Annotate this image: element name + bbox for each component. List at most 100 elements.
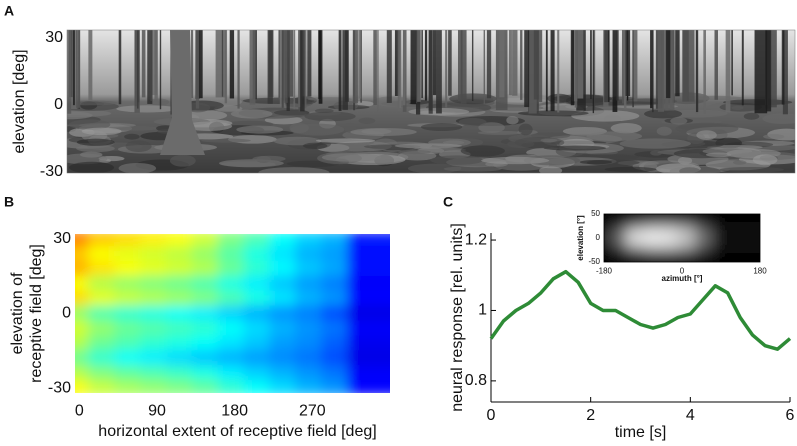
heat-cell <box>712 251 760 262</box>
heat-cell <box>191 365 219 382</box>
y-tick-label: 1 <box>478 302 487 319</box>
heat-cell <box>88 290 116 307</box>
ground-patch <box>731 105 744 110</box>
heat-cell <box>114 245 141 262</box>
tree-trunk <box>533 30 539 100</box>
heat-cell <box>660 232 679 244</box>
ground-patch <box>321 153 382 162</box>
tree-trunk <box>424 30 428 101</box>
heat-cell <box>712 214 760 225</box>
heat-cell <box>139 350 167 367</box>
heat-cell <box>695 223 714 234</box>
x-axis-label: horizontal extent of receptive field [de… <box>98 423 376 440</box>
ground-patch <box>358 117 376 125</box>
heat-cell <box>695 251 714 262</box>
tree-trunk <box>486 30 492 99</box>
heat-cell <box>269 380 297 393</box>
tree-trunk <box>237 30 240 109</box>
ground-patch <box>315 138 376 143</box>
x-tick-label: 4 <box>686 407 695 424</box>
tree-trunk <box>267 30 273 104</box>
tree-trunk <box>570 30 575 106</box>
heat-cell <box>269 350 297 367</box>
tree-trunk <box>160 30 205 155</box>
tree-trunk <box>592 30 595 114</box>
y-axis-label: receptive field [deg] <box>28 244 45 383</box>
heat-cell <box>321 335 349 352</box>
ground-patch <box>258 167 330 173</box>
y-tick-label: 50 <box>591 209 600 218</box>
ground-patch <box>763 134 785 140</box>
heat-cell <box>295 350 323 367</box>
ground-patch <box>443 166 502 172</box>
x-tick-label: 180 <box>221 403 248 420</box>
ground-patch <box>69 161 115 173</box>
ground-patch <box>762 113 795 125</box>
tree-trunk <box>284 30 288 103</box>
heat-cell <box>165 305 193 322</box>
heat-cell <box>608 242 627 253</box>
heat-cell <box>243 245 271 262</box>
tree-trunk <box>703 30 706 114</box>
tree-trunk <box>215 30 226 98</box>
heat-cell <box>88 365 116 382</box>
heat-cell <box>88 380 116 393</box>
ground-patch <box>460 145 505 157</box>
heat-cell <box>88 305 116 322</box>
tree-trunk <box>190 30 194 99</box>
y-tick-label: 0 <box>54 96 63 113</box>
heat-cell <box>114 365 141 382</box>
heat-cell <box>604 242 610 253</box>
ground-patch <box>125 140 152 152</box>
heat-cell <box>269 365 297 382</box>
heat-cell <box>660 223 679 234</box>
tree-trunk <box>524 30 530 107</box>
heat-cell <box>139 245 167 262</box>
heat-cell <box>75 275 90 292</box>
tree-trunk <box>448 30 452 96</box>
heat-cell <box>643 232 662 244</box>
heat-cell <box>269 260 297 277</box>
tree-trunk <box>386 30 392 103</box>
tree-trunk <box>625 30 631 97</box>
heat-cell <box>88 260 116 277</box>
heat-cell <box>88 320 116 337</box>
heat-cell <box>604 251 610 262</box>
heat-cell <box>626 223 645 234</box>
tree-trunk <box>594 30 596 111</box>
heat-cell <box>75 335 90 352</box>
heat-cell <box>191 234 219 247</box>
ground-patch <box>76 138 115 146</box>
tree-trunk <box>159 30 162 110</box>
heat-cell <box>678 214 697 225</box>
tree-trunk <box>577 30 584 99</box>
heat-cell <box>321 350 349 367</box>
ground-patch <box>361 128 392 135</box>
tree-trunk <box>550 30 555 112</box>
heat-cell <box>321 320 349 337</box>
heat-cell <box>269 245 297 262</box>
heat-cell <box>269 305 297 322</box>
heat-cell <box>295 275 323 292</box>
tree-trunk <box>141 30 146 98</box>
heat-cell <box>88 335 116 352</box>
tree-trunk <box>249 30 256 105</box>
tree-trunk <box>537 30 543 102</box>
heat-cell <box>243 305 271 322</box>
tree-trunk <box>224 30 228 104</box>
ground-patch <box>68 119 111 130</box>
y-axis-label: neural response [rel. units] <box>449 223 466 412</box>
tree-trunk <box>151 30 158 96</box>
heat-cell <box>217 365 245 382</box>
heat-cell <box>347 305 390 322</box>
tree-trunk <box>782 30 788 115</box>
ground-patch <box>230 109 273 119</box>
tree-trunk <box>695 30 699 113</box>
ground-patch <box>719 166 784 173</box>
ground-patch <box>579 159 613 165</box>
ground-patch <box>514 136 565 149</box>
heat-cell <box>75 380 90 393</box>
panel-label: B <box>4 194 14 210</box>
ground-patch <box>733 160 747 165</box>
tree-trunk <box>657 30 665 112</box>
